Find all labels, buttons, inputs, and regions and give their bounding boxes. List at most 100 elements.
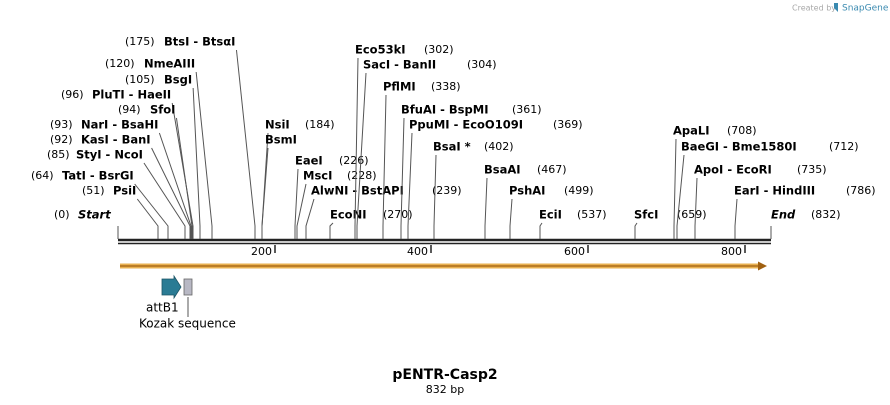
site-leader: [195, 71, 213, 239]
site-position: (93): [50, 118, 73, 131]
site-leader: [235, 49, 256, 239]
site-name: PpuMI - EcoO109I: [409, 118, 523, 132]
site-position: (239): [432, 184, 462, 197]
site-position: (228): [347, 169, 377, 182]
site-name: BaeGI - Bme1580I: [681, 140, 797, 154]
site-position: (537): [577, 208, 607, 221]
site-position: (96): [61, 88, 84, 101]
site-leader: [329, 222, 334, 239]
site-name: MscI: [303, 169, 332, 183]
site-name: PflMI: [383, 80, 416, 94]
site-position: (338): [431, 80, 461, 93]
site-name: BsaAI: [484, 163, 521, 177]
site-leader: [143, 162, 186, 239]
site-name: NmeAIII: [144, 57, 195, 71]
site-name: EarI - HindIII: [734, 184, 815, 198]
site-position: (786): [846, 184, 876, 197]
site-leader: [407, 132, 413, 239]
site-position: (304): [467, 58, 497, 71]
site-name: BsaI *: [433, 140, 471, 154]
site-leader: [296, 183, 307, 239]
end-name: End: [771, 208, 796, 222]
site-leader: [484, 177, 488, 239]
site-position: (499): [564, 184, 594, 197]
site-leader: [261, 147, 269, 239]
ruler-label: 600: [564, 245, 585, 258]
site-position: (226): [339, 154, 369, 167]
site-position: (184): [305, 118, 335, 131]
site-name: SacI - BanII: [363, 58, 436, 72]
site-name: SfcI: [634, 208, 658, 222]
site-position: (92): [50, 133, 73, 146]
site-name: BsmI: [265, 133, 297, 147]
site-position: (270): [383, 208, 413, 221]
site-leader: [171, 102, 194, 239]
site-position: (64): [31, 169, 54, 182]
site-position: (105): [125, 73, 155, 86]
site-leader: [151, 147, 191, 239]
map-title: pENTR-Casp2: [392, 367, 497, 383]
site-position: (94): [118, 103, 141, 116]
site-name: PluTI - HaeII: [92, 88, 171, 102]
watermark-logo: [834, 3, 838, 12]
site-leader: [673, 138, 677, 239]
site-position: (85): [47, 148, 70, 161]
feature-arrowhead: [758, 261, 767, 271]
site-position: (51): [82, 184, 105, 197]
site-name: PshAI: [509, 184, 545, 198]
map-length: 832 bp: [426, 383, 464, 396]
site-leader: [354, 57, 359, 239]
site-position: (659): [677, 208, 707, 221]
site-leader: [294, 168, 299, 239]
site-leader: [676, 154, 685, 239]
site-name: NarI - BsaHI: [81, 118, 158, 132]
site-position: (361): [512, 103, 542, 116]
site-name: Eco53kI: [355, 43, 406, 57]
site-leader: [539, 222, 543, 239]
site-position: (467): [537, 163, 567, 176]
kozak-box: [183, 278, 193, 296]
attb1-arrow: [161, 274, 182, 300]
site-leader: [134, 183, 169, 239]
site-leader: [175, 117, 193, 239]
feature-label: Kozak sequence: [139, 317, 236, 331]
end-position: (832): [811, 208, 841, 221]
site-leader: [694, 177, 698, 239]
site-leader: [136, 198, 159, 239]
site-position: (175): [125, 35, 155, 48]
site-position: (402): [484, 140, 514, 153]
site-name: EaeI: [295, 154, 323, 168]
site-leader: [509, 198, 513, 239]
site-leader: [192, 87, 201, 239]
site-name: NsiI: [265, 118, 290, 132]
site-position: (120): [105, 57, 135, 70]
site-position: (369): [553, 118, 583, 131]
site-name: StyI - NcoI: [76, 148, 143, 162]
site-name: BtsI - BtsαI: [164, 35, 235, 49]
site-name: ApoI - EcoRI: [694, 163, 772, 177]
site-name: EciI: [539, 208, 562, 222]
ruler-label: 200: [251, 245, 272, 258]
site-leader: [356, 72, 367, 239]
site-name: SfoI: [150, 103, 175, 117]
site-position: (708): [727, 124, 757, 137]
watermark-brand: SnapGene: [842, 4, 889, 14]
site-leader: [158, 132, 192, 239]
site-name: BsgI: [164, 73, 192, 87]
site-name: AlwNI - BstAPI: [311, 184, 404, 198]
site-leader: [734, 198, 738, 239]
feature-label: attB1: [146, 301, 179, 315]
site-leader: [382, 94, 387, 239]
site-name: TatI - BsrGI: [62, 169, 134, 183]
end-position: (0): [54, 208, 70, 221]
site-leader: [634, 222, 638, 239]
site-position: (735): [797, 163, 827, 176]
watermark-prefix: Created by: [792, 4, 836, 13]
site-position: (712): [829, 140, 859, 153]
site-position: (302): [424, 43, 454, 56]
site-leader: [305, 198, 315, 239]
site-leader: [400, 117, 405, 239]
site-leader: [433, 154, 437, 239]
ruler-label: 400: [407, 245, 428, 258]
